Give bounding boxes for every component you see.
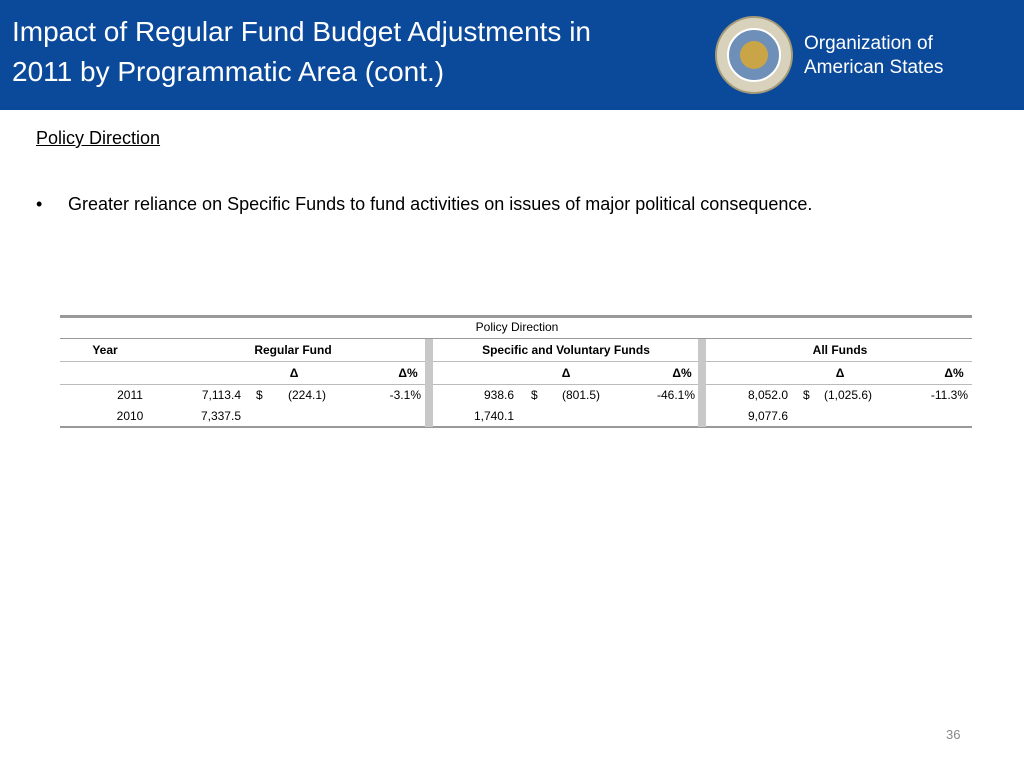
organization-name: Organization of <box>804 33 933 54</box>
title: Impact of Regular Fund Budget Adjustment… <box>12 16 591 47</box>
column-separator <box>425 339 433 427</box>
table-caption: Policy Direction <box>475 320 559 334</box>
change-pct-cell: -3.1% <box>389 388 421 402</box>
value-cell: 938.6 <box>483 388 514 402</box>
currency-cell: $ <box>531 388 538 402</box>
value-cell: 9,077.6 <box>747 409 788 423</box>
logo-seal <box>715 16 793 94</box>
table-rule <box>60 338 972 339</box>
section-heading: Policy Direction <box>36 128 161 148</box>
currency-cell: $ <box>256 388 263 402</box>
header-bar: Impact of Regular Fund Budget Adjustment… <box>0 0 1024 110</box>
column-header: Regular Fund <box>254 343 332 357</box>
sub-header: Δ <box>561 366 571 380</box>
year-cell: 2010 <box>116 409 144 423</box>
table-rule <box>60 315 972 318</box>
sub-header: Δ <box>289 366 299 380</box>
sub-header: Δ% <box>398 366 418 380</box>
change-cell: (224.1) <box>288 388 327 402</box>
value-cell: 7,113.4 <box>201 388 241 402</box>
change-cell: (1,025.6) <box>824 388 873 402</box>
table-rule <box>60 384 972 385</box>
bullet-marker: • <box>36 194 43 214</box>
column-header: Specific and Voluntary Funds <box>482 343 650 357</box>
change-cell: (801.5) <box>562 388 601 402</box>
table-rule <box>60 361 972 362</box>
sub-header: Δ% <box>672 366 692 380</box>
change-pct-cell: -46.1% <box>656 388 695 402</box>
column-header: All Funds <box>812 343 868 357</box>
title: 2011 by Programmatic Area (cont.) <box>12 56 445 87</box>
year-cell: 2011 <box>117 388 143 402</box>
table-rule <box>60 426 972 428</box>
currency-cell: $ <box>803 388 810 402</box>
page-number: 36 <box>946 727 961 742</box>
change-pct-cell: -11.3% <box>930 388 968 402</box>
bullet-text: Greater reliance on Specific Funds to fu… <box>68 194 813 214</box>
value-cell: 1,740.1 <box>473 409 514 423</box>
organization-name: American States <box>804 57 944 78</box>
sub-header: Δ% <box>944 366 964 380</box>
value-cell: 8,052.0 <box>747 388 788 402</box>
sub-header: Δ <box>835 366 845 380</box>
value-cell: 7,337.5 <box>200 409 241 423</box>
column-separator <box>698 339 706 427</box>
column-header: Year <box>92 343 118 357</box>
